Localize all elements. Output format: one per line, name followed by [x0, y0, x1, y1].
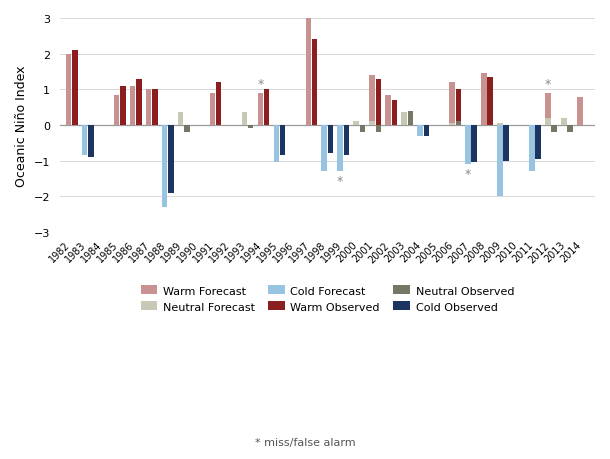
Bar — [343, 126, 350, 156]
Bar — [561, 118, 567, 126]
Bar — [487, 78, 493, 126]
Bar — [248, 126, 253, 129]
Bar — [130, 86, 135, 126]
Bar — [401, 113, 407, 126]
Bar — [386, 95, 391, 126]
Bar — [497, 126, 503, 197]
Bar — [551, 126, 557, 133]
Y-axis label: Oceanic Niño Index: Oceanic Niño Index — [15, 65, 28, 186]
Text: * miss/false alarm: * miss/false alarm — [255, 437, 355, 448]
Text: *: * — [545, 78, 551, 91]
Text: *: * — [257, 78, 264, 91]
Bar — [72, 51, 77, 126]
Bar — [481, 74, 487, 126]
Bar — [280, 126, 285, 156]
Bar — [472, 126, 477, 163]
Text: *: * — [465, 168, 471, 180]
Bar — [392, 101, 397, 126]
Bar — [168, 126, 173, 193]
Bar — [184, 126, 190, 133]
Legend: Warm Forecast, Neutral Forecast, Cold Forecast, Warm Observed, Neutral Observed,: Warm Forecast, Neutral Forecast, Cold Fo… — [136, 281, 518, 316]
Bar — [529, 126, 535, 172]
Bar — [321, 126, 327, 172]
Bar — [136, 79, 142, 126]
Text: *: * — [337, 175, 343, 188]
Bar — [353, 122, 359, 126]
Bar — [88, 126, 94, 157]
Bar — [120, 86, 126, 126]
Bar — [450, 83, 455, 126]
Bar — [465, 126, 471, 165]
Bar — [312, 40, 317, 126]
Bar — [306, 19, 311, 126]
Bar — [497, 124, 503, 126]
Bar — [162, 126, 167, 207]
Bar — [577, 98, 583, 126]
Bar — [216, 83, 221, 126]
Bar — [146, 90, 151, 126]
Bar — [423, 126, 429, 136]
Bar — [114, 96, 120, 126]
Bar — [273, 126, 279, 163]
Bar — [337, 126, 343, 172]
Bar — [210, 94, 215, 126]
Bar — [456, 90, 461, 126]
Bar — [376, 126, 381, 133]
Bar — [360, 126, 365, 133]
Bar — [456, 122, 461, 126]
Bar — [376, 79, 381, 126]
Bar — [545, 94, 551, 126]
Bar — [545, 118, 551, 126]
Bar — [503, 126, 509, 161]
Bar — [242, 113, 247, 126]
Bar — [370, 76, 375, 126]
Bar — [257, 94, 263, 126]
Bar — [178, 113, 183, 126]
Bar — [567, 126, 573, 133]
Bar — [152, 90, 157, 126]
Bar — [536, 126, 541, 159]
Bar — [450, 124, 455, 126]
Bar — [503, 126, 509, 128]
Bar — [264, 90, 270, 126]
Bar — [328, 126, 333, 154]
Bar — [407, 112, 413, 126]
Bar — [417, 126, 423, 136]
Bar — [66, 55, 71, 126]
Bar — [82, 126, 87, 156]
Bar — [370, 122, 375, 126]
